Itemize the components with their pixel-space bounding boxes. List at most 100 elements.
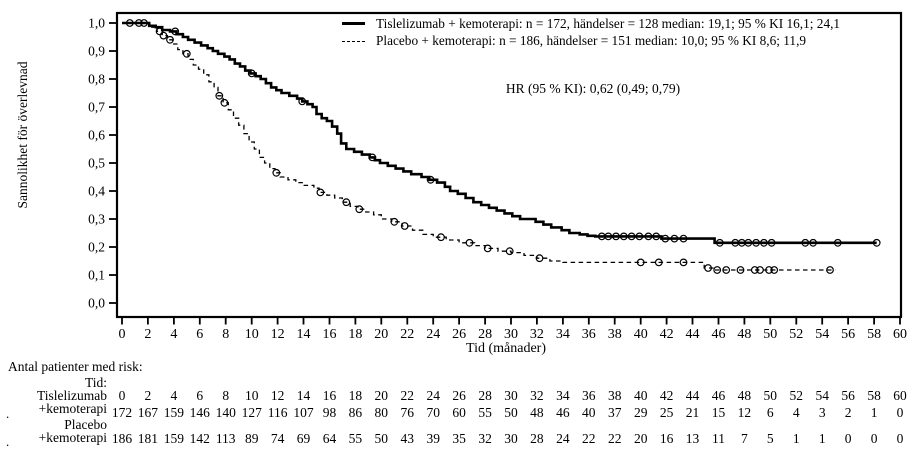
censor-mark-icon <box>368 153 377 162</box>
risk-row-label-placebo-2: +kemoterapi <box>38 430 107 445</box>
censor-mark-icon <box>833 238 842 247</box>
censor-mark-icon <box>826 266 834 274</box>
x-tick-label: 28 <box>478 327 492 342</box>
censor-mark-icon <box>636 258 645 267</box>
risk-time-value: 18 <box>348 388 363 403</box>
legend-item-placebo: Placebo + kemoterapi: n = 186, händelser… <box>342 33 840 51</box>
risk-count-tislelizumab: 159 <box>163 405 185 420</box>
y-tick-label: 0,6 <box>88 128 105 143</box>
risk-count-placebo: 74 <box>270 431 285 446</box>
x-tick-label: 40 <box>634 327 648 342</box>
risk-count-placebo: 28 <box>530 431 544 446</box>
risk-time-value: 38 <box>607 388 622 403</box>
risk-count-placebo: 159 <box>163 431 185 446</box>
x-tick-label: 20 <box>374 327 388 342</box>
risk-time-value: 34 <box>556 388 570 403</box>
risk-count-placebo: 24 <box>556 431 570 446</box>
risk-count-placebo: 20 <box>633 431 648 446</box>
risk-time-value: 36 <box>582 388 596 403</box>
y-tick-label: 0,3 <box>88 212 105 227</box>
risk-count-tislelizumab: 55 <box>478 405 492 420</box>
y-tick-label: 0,0 <box>88 296 105 311</box>
x-tick-label: 52 <box>789 327 803 342</box>
censor-mark-icon <box>661 234 670 243</box>
risk-count-placebo: 0 <box>896 431 904 446</box>
y-tick-label: 0,9 <box>88 44 105 59</box>
risk-count-tislelizumab: 76 <box>400 405 415 420</box>
dashed-line-sample-icon <box>342 40 365 42</box>
risk-time-value: 28 <box>478 388 492 403</box>
x-tick-label: 58 <box>867 327 881 342</box>
risk-time-value: 46 <box>711 388 726 403</box>
risk-count-tislelizumab: 21 <box>685 405 700 420</box>
y-tick-label: 0,2 <box>88 240 105 255</box>
risk-time-value: 42 <box>659 388 674 403</box>
x-tick-label: 18 <box>348 327 362 342</box>
risk-time-value: 22 <box>400 388 415 403</box>
censor-mark-icon <box>272 168 281 177</box>
x-tick-label: 36 <box>582 327 596 342</box>
risk-count-placebo: 13 <box>685 431 700 446</box>
risk-time-value: 14 <box>296 388 311 403</box>
censor-mark-icon <box>801 238 810 247</box>
censor-mark-icon <box>809 238 817 247</box>
censor-mark-icon <box>298 97 307 106</box>
risk-time-value: 30 <box>504 388 518 403</box>
censor-mark-icon <box>704 264 712 272</box>
x-tick-label: 6 <box>196 327 203 342</box>
censor-mark-icon <box>483 244 492 253</box>
censor-mark-icon <box>535 254 544 263</box>
y-tick-label: 0,1 <box>88 268 105 283</box>
censor-mark-icon <box>736 266 745 274</box>
risk-time-value: 24 <box>426 388 440 403</box>
y-tick-label: 1,0 <box>88 16 105 31</box>
censor-mark-icon <box>437 233 445 242</box>
risk-count-placebo: 43 <box>400 431 415 446</box>
risk-count-placebo: 186 <box>111 431 133 446</box>
risk-time-value: 6 <box>196 388 204 403</box>
censor-mark-icon <box>872 238 881 247</box>
risk-time-value: 48 <box>737 388 752 403</box>
censor-mark-icon <box>247 69 256 78</box>
legend-label-tislelizumab: Tislelizumab + kemoterapi: n = 172, händ… <box>376 15 841 31</box>
risk-count-placebo: 69 <box>296 431 311 446</box>
risk-count-tislelizumab: 86 <box>348 405 363 420</box>
censor-mark-icon <box>155 27 164 36</box>
risk-count-tislelizumab: 48 <box>530 405 544 420</box>
x-tick-label: 38 <box>608 327 622 342</box>
risk-count-tislelizumab: 172 <box>111 405 133 420</box>
censor-mark-icon <box>171 27 180 36</box>
risk-count-placebo: 5 <box>766 431 774 446</box>
censor-mark-icon <box>604 232 613 241</box>
y-tick-label: 0,5 <box>88 156 105 171</box>
censor-mark-icon <box>619 232 628 241</box>
risk-count-tislelizumab: 140 <box>215 405 236 420</box>
x-tick-label: 16 <box>323 327 337 342</box>
risk-time-value: 16 <box>322 388 337 403</box>
legend: Tislelizumab + kemoterapi: n = 172, händ… <box>342 15 840 50</box>
censor-mark-icon <box>627 232 636 241</box>
y-axis-label: Sannolikhet för överlevnad <box>15 61 30 209</box>
censor-mark-icon <box>744 238 753 247</box>
risk-time-value: 56 <box>841 388 855 403</box>
censor-mark-icon <box>760 238 768 247</box>
censor-mark-icon <box>220 98 229 107</box>
censor-mark-icon <box>355 205 364 214</box>
risk-time-value: 12 <box>270 388 285 403</box>
risk-count-tislelizumab: 29 <box>633 405 648 420</box>
risk-count-tislelizumab: 0 <box>896 405 904 420</box>
legend-label-placebo: Placebo + kemoterapi: n = 186, händelser… <box>376 33 807 49</box>
risk-count-placebo: 32 <box>478 431 492 446</box>
risk-count-placebo: 55 <box>348 431 363 446</box>
risk-time-value: 54 <box>815 388 829 403</box>
risk-count-tislelizumab: 60 <box>452 405 466 420</box>
risk-count-placebo: 113 <box>215 431 236 446</box>
censor-mark-icon <box>722 266 731 274</box>
risk-time-value: 20 <box>374 388 389 403</box>
risk-count-tislelizumab: 4 <box>792 405 800 420</box>
risk-count-placebo: 50 <box>374 431 389 446</box>
censor-mark-icon <box>750 266 759 274</box>
x-tick-label: 22 <box>400 327 414 342</box>
risk-count-placebo: 35 <box>452 431 466 446</box>
